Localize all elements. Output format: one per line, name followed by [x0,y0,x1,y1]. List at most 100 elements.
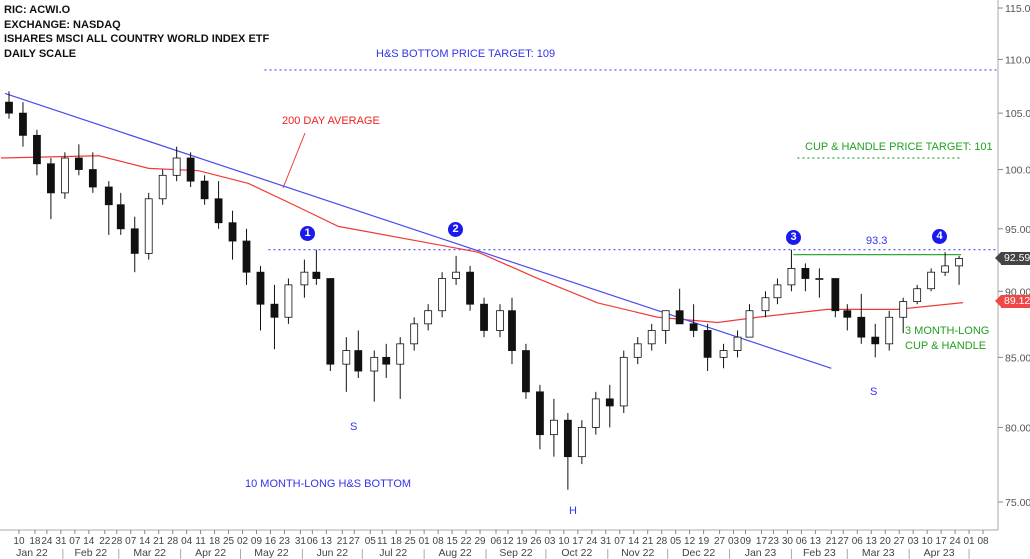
candle-body [591,398,600,428]
x-tick-label: 26 [530,536,542,547]
month-label: Oct 22 [561,547,592,559]
month-label: Apr 22 [195,547,226,559]
candle-body [256,271,265,305]
left-shoulder-label: S [350,421,358,433]
right-shoulder-label: S [870,386,878,398]
month-label: Jul 22 [379,547,407,559]
candle-body [300,271,309,286]
candle-body [60,157,69,194]
month-label: Nov 22 [621,547,654,559]
candle-body [496,310,504,331]
security-name: ISHARES MSCI ALL COUNTRY WORLD INDEX ETF [4,33,270,45]
x-tick-label: 06 [490,536,502,547]
candle-body [689,323,698,331]
month-label: Jan 23 [745,547,777,559]
x-tick-label: 07 [69,536,81,547]
y-tick-label: 110.00 [1005,54,1030,66]
candle-body [104,186,113,206]
candle-body [955,258,963,267]
x-tick-label: 05 [365,536,377,547]
x-tick-label: 25 [223,536,235,547]
x-tick-label: 07 [125,536,137,547]
candle-body [116,204,125,230]
hs-target-label: H&S BOTTOM PRICE TARGET: 109 [376,48,556,60]
candle-body [354,350,363,372]
candle-body [410,323,419,345]
x-tick-label: 03 [544,536,556,547]
x-tick-label: 31 [55,536,67,547]
x-tick-label: 17 [572,536,584,547]
point-1-marker: 1 [300,226,315,241]
candle-body [857,316,866,338]
x-tick-label: 03 [728,536,740,547]
scale-label: DAILY SCALE [4,47,77,60]
x-tick-label: 04 [181,536,193,547]
point-4-marker: 4 [932,229,947,244]
candle-body [74,157,83,170]
candle-body [563,419,572,458]
candle-body [144,198,153,254]
x-tick-label: 14 [139,536,151,547]
x-tick-label: 13 [321,536,333,547]
month-label: Jun 22 [317,547,349,559]
x-tick-label: 10 [558,536,570,547]
exchange-label: EXCHANGE: NASDAQ [4,18,121,31]
candle-body [619,356,628,407]
x-tick-label: 12 [684,536,696,547]
x-tick-label: 23 [279,536,291,547]
y-tick-label: 115.00 [1005,3,1030,15]
x-tick-label: 30 [782,536,794,547]
month-label: Mar 22 [133,547,166,559]
candle-body [703,330,712,358]
y-tick-label: 80.00 [1005,422,1030,434]
candle-body [831,278,840,312]
y-tick-label: 105.00 [1005,108,1030,120]
x-tick-label: 23 [768,536,780,547]
head-label: H [569,505,577,517]
x-tick-label: 11 [195,536,206,547]
cup-pattern-label-1: 3 MONTH-LONG [905,325,990,337]
candle-body [605,398,614,407]
candle-body [745,310,754,338]
month-label: Dec 22 [682,547,715,559]
ric-label: RIC: ACWI.O [4,4,71,16]
candle-body [396,343,405,365]
candle-body [270,303,279,318]
candle-body [5,101,13,114]
candle-body [158,174,167,200]
x-tick-label: 21 [337,536,349,547]
x-tick-label: 28 [111,536,123,547]
candle-body [508,310,516,351]
x-tick-label: 13 [810,536,822,547]
candle-body [633,343,642,358]
candle-body [326,278,335,365]
candle-body [761,297,770,312]
point-2-marker: 2 [448,222,463,237]
x-tick-label: 28 [167,536,179,547]
candle-body [647,330,656,345]
neckline-value-label: 93.3 [866,235,888,247]
x-tick-label: 19 [516,536,528,547]
month-label: Feb 23 [803,547,836,559]
x-tick-label: 05 [670,536,682,547]
candle-body [424,310,433,325]
candle-body [577,427,586,458]
candle-body [186,157,195,182]
ma-label-leader [282,132,306,189]
x-tick-label: 01 [963,536,975,547]
month-label: May 22 [254,547,289,559]
candle-body [438,278,447,312]
x-tick-label: 12 [502,536,514,547]
point-3-marker: 3 [786,230,801,245]
y-tick-label: 75.00 [1005,497,1030,509]
candle-body [47,163,55,194]
candle-body [214,198,223,224]
x-tick-label: 07 [614,536,626,547]
candle-body [19,112,27,136]
chart-header: RIC: ACWI.O EXCHANGE: NASDAQ ISHARES MSC… [4,3,269,61]
x-tick-label: 13 [866,536,878,547]
y-tick-label: 100.00 [1005,165,1030,177]
x-tick-label: 01 [419,536,431,547]
